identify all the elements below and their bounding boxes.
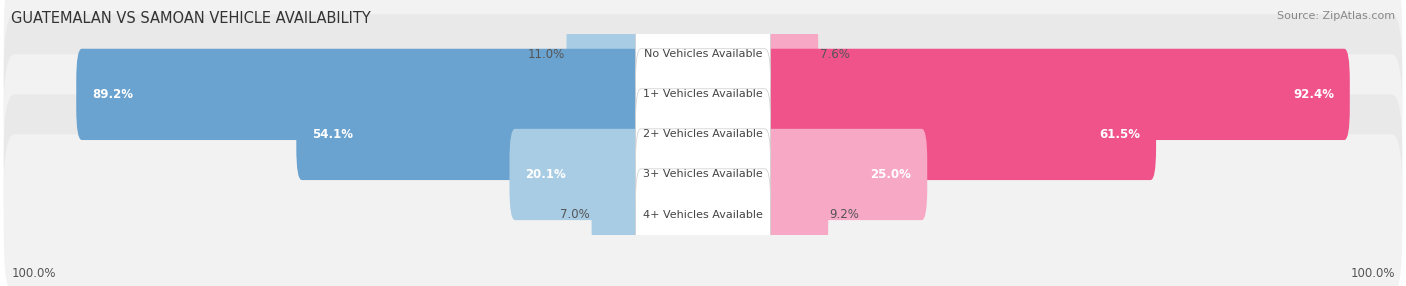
FancyBboxPatch shape	[4, 0, 1402, 134]
Text: 61.5%: 61.5%	[1099, 128, 1140, 141]
Text: 7.6%: 7.6%	[820, 48, 849, 61]
FancyBboxPatch shape	[759, 9, 818, 100]
Text: No Vehicles Available: No Vehicles Available	[644, 49, 762, 59]
Text: 4+ Vehicles Available: 4+ Vehicles Available	[643, 210, 763, 219]
FancyBboxPatch shape	[76, 49, 647, 140]
FancyBboxPatch shape	[4, 134, 1402, 286]
Text: 11.0%: 11.0%	[527, 48, 565, 61]
Text: 7.0%: 7.0%	[561, 208, 591, 221]
Text: 25.0%: 25.0%	[870, 168, 911, 181]
FancyBboxPatch shape	[636, 49, 770, 140]
Text: Source: ZipAtlas.com: Source: ZipAtlas.com	[1277, 11, 1395, 21]
Text: GUATEMALAN VS SAMOAN VEHICLE AVAILABILITY: GUATEMALAN VS SAMOAN VEHICLE AVAILABILIT…	[11, 11, 371, 26]
Text: 89.2%: 89.2%	[93, 88, 134, 101]
FancyBboxPatch shape	[759, 169, 828, 260]
FancyBboxPatch shape	[567, 9, 647, 100]
Text: 92.4%: 92.4%	[1294, 88, 1334, 101]
Text: 20.1%: 20.1%	[526, 168, 567, 181]
FancyBboxPatch shape	[636, 129, 770, 220]
FancyBboxPatch shape	[636, 169, 770, 260]
Text: 100.0%: 100.0%	[1350, 267, 1395, 280]
Text: 1+ Vehicles Available: 1+ Vehicles Available	[643, 90, 763, 99]
FancyBboxPatch shape	[759, 89, 1156, 180]
FancyBboxPatch shape	[636, 9, 770, 100]
Text: 2+ Vehicles Available: 2+ Vehicles Available	[643, 130, 763, 139]
FancyBboxPatch shape	[759, 129, 927, 220]
Text: 100.0%: 100.0%	[11, 267, 56, 280]
FancyBboxPatch shape	[4, 14, 1402, 174]
Text: 54.1%: 54.1%	[312, 128, 353, 141]
Text: 3+ Vehicles Available: 3+ Vehicles Available	[643, 170, 763, 179]
Text: 9.2%: 9.2%	[830, 208, 859, 221]
FancyBboxPatch shape	[759, 49, 1350, 140]
FancyBboxPatch shape	[509, 129, 647, 220]
FancyBboxPatch shape	[592, 169, 647, 260]
FancyBboxPatch shape	[636, 89, 770, 180]
FancyBboxPatch shape	[297, 89, 647, 180]
FancyBboxPatch shape	[4, 54, 1402, 215]
FancyBboxPatch shape	[4, 94, 1402, 255]
